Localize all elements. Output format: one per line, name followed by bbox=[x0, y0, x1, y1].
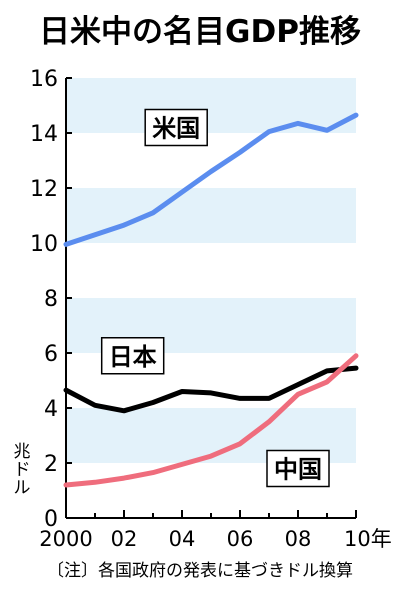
grid-band bbox=[66, 188, 356, 243]
series-line bbox=[63, 353, 359, 488]
y-axis-unit: 兆ドル bbox=[14, 442, 31, 498]
series-label: 中国 bbox=[274, 456, 322, 484]
series-line bbox=[63, 365, 359, 414]
x-tick-label: 02 bbox=[111, 527, 138, 551]
series-label-box bbox=[144, 108, 208, 147]
chart-title: 日米中の名目GDP推移 bbox=[39, 14, 361, 50]
y-tick-label: 10 bbox=[30, 232, 58, 257]
x-axis: 2000 02 04 06 08 10年 bbox=[39, 510, 392, 551]
y-axis-label-char: ド bbox=[14, 460, 31, 480]
y-axis: 0 2 4 6 8 10 12 14 16 bbox=[30, 67, 72, 532]
x-tick-label: 08 bbox=[285, 527, 312, 551]
y-tick-label: 0 bbox=[44, 507, 58, 532]
y-axis-label-char: 兆 bbox=[14, 442, 31, 462]
y-tick-label: 12 bbox=[30, 177, 58, 202]
y-tick-label: 8 bbox=[44, 287, 58, 312]
x-tick-label: 10年 bbox=[344, 527, 392, 551]
series-label-box bbox=[100, 337, 165, 375]
y-tick-label: 14 bbox=[30, 122, 58, 147]
grid-bands bbox=[66, 78, 356, 463]
y-tick-label: 4 bbox=[44, 397, 58, 422]
series-line bbox=[63, 112, 359, 247]
y-tick-label: 6 bbox=[44, 342, 58, 367]
x-tick-label: 06 bbox=[227, 527, 254, 551]
series-label: 米国 bbox=[152, 115, 200, 143]
series-label-box bbox=[266, 449, 330, 488]
y-axis-label-char: ル bbox=[14, 478, 31, 498]
footnote: 〔注〕各国政府の発表に基づきドル換算 bbox=[47, 561, 353, 581]
series-label: 日本 bbox=[109, 343, 157, 371]
series-lines bbox=[63, 112, 359, 488]
y-tick-label: 16 bbox=[30, 67, 58, 92]
x-tick-label: 04 bbox=[169, 527, 196, 551]
y-tick-label: 2 bbox=[44, 452, 58, 477]
x-tick-label: 2000 bbox=[39, 527, 92, 551]
